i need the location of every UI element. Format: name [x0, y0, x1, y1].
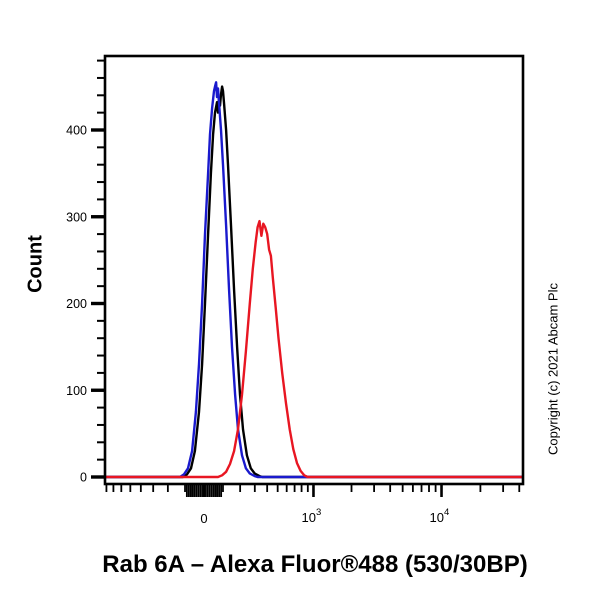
x-axis-tick-label: 104 [430, 507, 450, 525]
histogram-curve-red-rab6a [105, 219, 523, 479]
histogram-curve-blue-control [105, 81, 523, 479]
y-axis-tick-label: 100 [66, 384, 87, 398]
histogram-curve-black-control [105, 85, 523, 479]
x-axis-tick-label: 103 [301, 507, 321, 525]
y-axis-tick-label: 300 [66, 210, 87, 224]
plot-frame [103, 54, 525, 486]
y-axis-title: Count [24, 235, 47, 293]
chart-title: Rab 6A – Alexa Fluor®488 (530/30BP) [102, 551, 528, 578]
copyright-watermark: Copyright (c) 2021 Abcam Plc [545, 283, 561, 455]
x-axis-tick-label: 0 [200, 511, 207, 526]
y-axis-tick-label: 200 [66, 297, 87, 311]
y-axis-tick-label: 0 [80, 471, 87, 485]
y-axis-tick-label: 400 [66, 124, 87, 138]
